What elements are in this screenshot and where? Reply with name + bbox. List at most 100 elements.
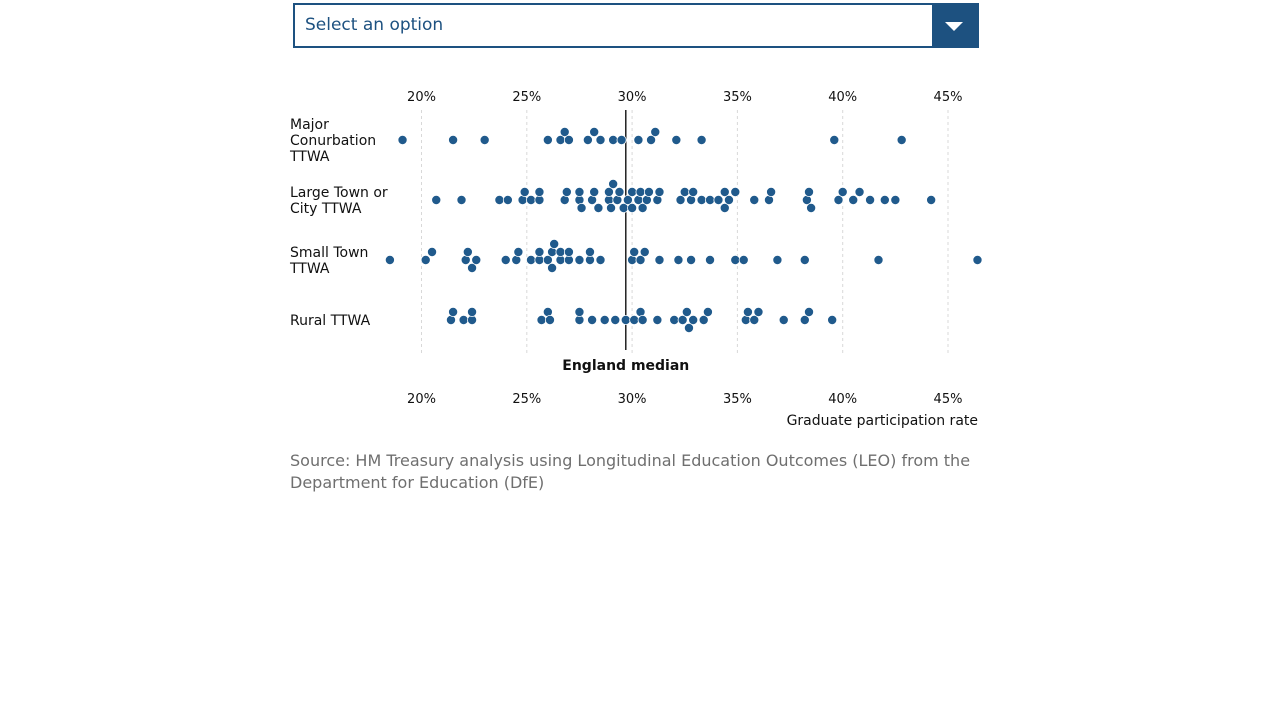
data-point [705, 254, 716, 265]
data-point [431, 194, 442, 205]
data-point [799, 314, 810, 325]
data-point [534, 186, 545, 197]
x-tick-label: 45% [934, 90, 963, 105]
data-point [772, 254, 783, 265]
data-point [713, 194, 724, 205]
category-label: Large Town or City TTWA [290, 185, 388, 217]
data-point [650, 127, 661, 138]
data-point [563, 134, 574, 145]
data-point [584, 246, 595, 257]
data-point [646, 134, 657, 145]
category-label-line: TTWA [289, 261, 330, 277]
data-point [574, 254, 585, 265]
data-point [561, 186, 572, 197]
data-point [471, 254, 482, 265]
x-tick-label: 25% [512, 392, 541, 407]
category-label-line: Large Town or [290, 185, 388, 201]
data-point [829, 134, 840, 145]
data-point [837, 186, 848, 197]
data-point [742, 306, 753, 317]
category-label-line: TTWA [289, 149, 330, 165]
data-point [595, 134, 606, 145]
data-point [513, 246, 524, 257]
data-point [576, 202, 587, 213]
data-point [696, 194, 707, 205]
data-point [637, 202, 648, 213]
data-point [738, 254, 749, 265]
data-point [620, 314, 631, 325]
data-point [599, 314, 610, 325]
data-point [673, 254, 684, 265]
data-point [536, 314, 547, 325]
data-point [637, 314, 648, 325]
data-point [833, 194, 844, 205]
data-point [502, 194, 513, 205]
data-point [719, 186, 730, 197]
data-point [643, 186, 654, 197]
data-point [448, 134, 459, 145]
data-point [696, 134, 707, 145]
data-point [589, 186, 600, 197]
data-point [873, 254, 884, 265]
data-point [854, 186, 865, 197]
category-label-line: Major [290, 117, 329, 133]
data-point [467, 306, 478, 317]
data-point [420, 254, 431, 265]
x-tick-label: 25% [512, 90, 541, 105]
median-label: England median [562, 358, 689, 374]
data-point [890, 194, 901, 205]
data-point [633, 134, 644, 145]
data-point [730, 254, 741, 265]
data-point [723, 194, 734, 205]
data-point [563, 246, 574, 257]
source-note: Source: HM Treasury analysis using Longi… [290, 451, 971, 492]
data-point [865, 194, 876, 205]
data-point [675, 194, 686, 205]
data-point [462, 246, 473, 257]
x-axis-bottom: 20% 25% 30% 35% 40% 45% [407, 392, 962, 407]
data-point [608, 134, 619, 145]
data-point [500, 254, 511, 265]
data-point [608, 178, 619, 189]
data-point [688, 314, 699, 325]
x-tick-label: 35% [723, 392, 752, 407]
select-dropdown-button[interactable] [932, 5, 977, 46]
data-point [616, 134, 627, 145]
data-point [698, 314, 709, 325]
category-label-line: Rural TTWA [290, 313, 371, 329]
data-point [629, 314, 640, 325]
region-type-select[interactable]: Select an option [293, 3, 979, 48]
data-point [614, 186, 625, 197]
data-point [639, 246, 650, 257]
data-point [635, 254, 646, 265]
x-tick-label: 45% [934, 392, 963, 407]
data-point [479, 134, 490, 145]
data-point [766, 186, 777, 197]
data-point [686, 254, 697, 265]
data-point [671, 134, 682, 145]
data-point [627, 186, 638, 197]
data-point [384, 254, 395, 265]
data-point [549, 238, 560, 249]
x-tick-label: 35% [723, 90, 752, 105]
data-point [610, 314, 621, 325]
data-point [547, 262, 558, 273]
data-point [652, 314, 663, 325]
data-point [730, 186, 741, 197]
data-point [679, 186, 690, 197]
data-point [669, 314, 680, 325]
data-point [574, 186, 585, 197]
data-point [427, 246, 438, 257]
data-point [589, 127, 600, 138]
data-point [526, 194, 537, 205]
select-placeholder: Select an option [305, 15, 444, 35]
data-point [458, 314, 469, 325]
data-point [519, 186, 530, 197]
grid-lines [421, 110, 949, 354]
chevron-down-icon [945, 22, 963, 31]
x-tick-label: 40% [828, 90, 857, 105]
category-label-line: City TTWA [290, 201, 362, 217]
data-point [606, 202, 617, 213]
category-label-line: Conurbation [290, 133, 376, 149]
